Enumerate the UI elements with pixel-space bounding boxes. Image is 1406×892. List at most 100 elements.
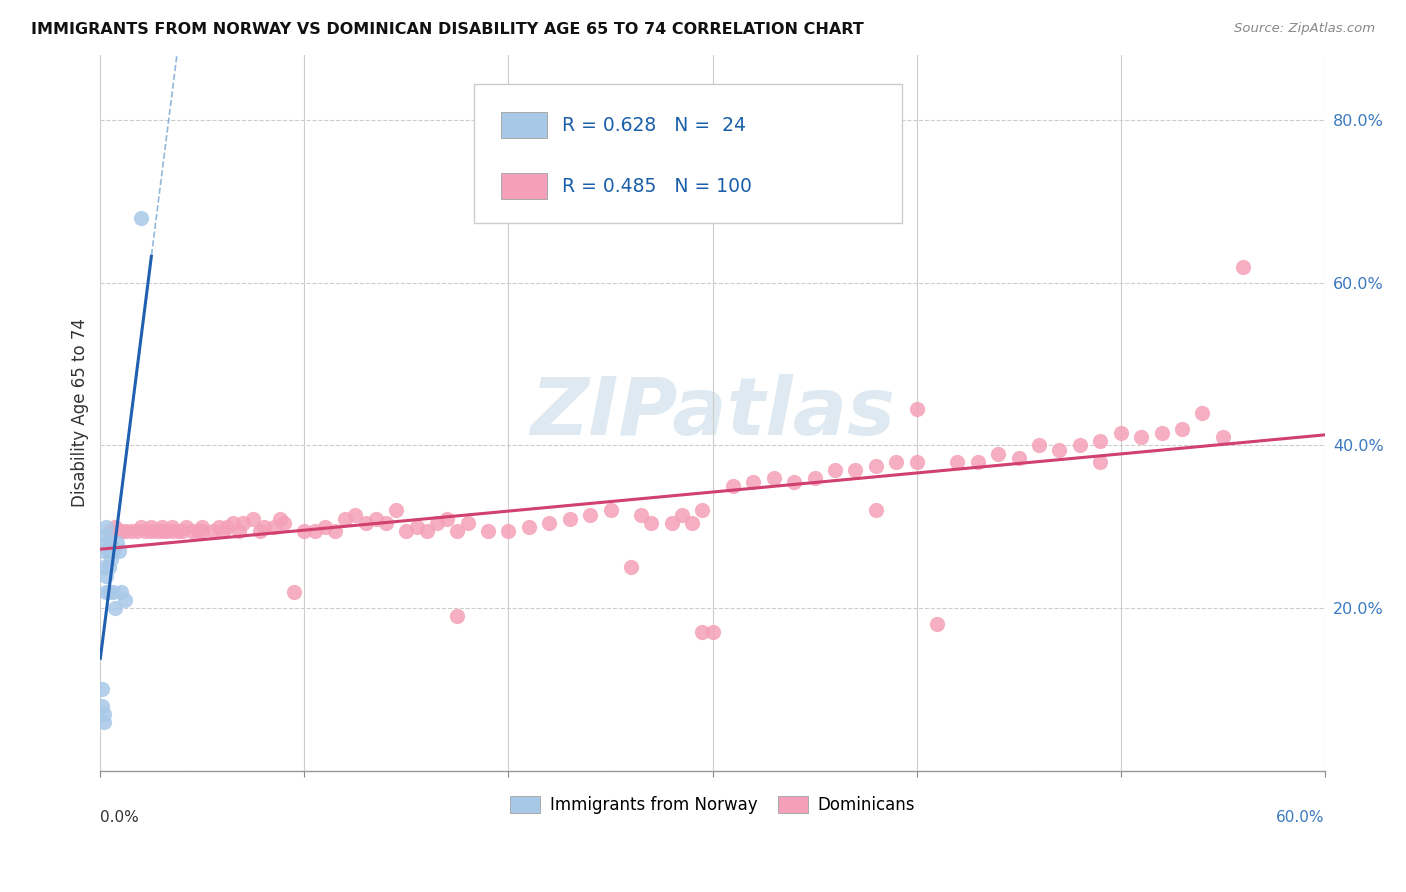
Point bbox=[966, 455, 988, 469]
Point bbox=[692, 625, 714, 640]
Point bbox=[110, 584, 132, 599]
Point bbox=[96, 584, 118, 599]
Point bbox=[692, 503, 714, 517]
Point bbox=[114, 524, 136, 538]
Point bbox=[101, 584, 124, 599]
Point bbox=[538, 516, 561, 530]
Point bbox=[93, 560, 115, 574]
Point bbox=[304, 524, 326, 538]
Point bbox=[96, 536, 118, 550]
Point bbox=[263, 520, 285, 534]
Text: 60.0%: 60.0% bbox=[1277, 810, 1324, 825]
Point bbox=[104, 520, 127, 534]
Point bbox=[517, 520, 540, 534]
Point bbox=[905, 401, 928, 416]
Point bbox=[125, 524, 148, 538]
Point bbox=[1191, 406, 1213, 420]
Text: 0.0%: 0.0% bbox=[100, 810, 139, 825]
Point bbox=[100, 552, 122, 566]
Text: Source: ZipAtlas.com: Source: ZipAtlas.com bbox=[1234, 22, 1375, 36]
Point bbox=[141, 520, 163, 534]
Point bbox=[208, 520, 231, 534]
Point bbox=[905, 455, 928, 469]
Point bbox=[1090, 455, 1112, 469]
Point bbox=[702, 625, 724, 640]
Point bbox=[721, 479, 744, 493]
Point bbox=[160, 520, 183, 534]
Point bbox=[987, 446, 1010, 460]
Point bbox=[150, 520, 173, 534]
Text: IMMIGRANTS FROM NORWAY VS DOMINICAN DISABILITY AGE 65 TO 74 CORRELATION CHART: IMMIGRANTS FROM NORWAY VS DOMINICAN DISA… bbox=[31, 22, 863, 37]
Point bbox=[97, 544, 120, 558]
Point bbox=[170, 524, 193, 538]
Point bbox=[477, 524, 499, 538]
Point bbox=[1150, 426, 1173, 441]
Text: ZIPatlas: ZIPatlas bbox=[530, 374, 896, 452]
Point bbox=[222, 516, 245, 530]
Point bbox=[620, 560, 643, 574]
Point bbox=[457, 516, 479, 530]
Point bbox=[579, 508, 602, 522]
Point bbox=[273, 516, 295, 530]
Point bbox=[269, 511, 291, 525]
Point bbox=[93, 544, 115, 558]
Point bbox=[1049, 442, 1071, 457]
Point bbox=[426, 516, 449, 530]
Point bbox=[100, 524, 122, 538]
Point bbox=[385, 503, 408, 517]
Point bbox=[120, 524, 142, 538]
Point bbox=[252, 520, 274, 534]
Point bbox=[249, 524, 271, 538]
Point bbox=[498, 524, 520, 538]
Point bbox=[114, 593, 136, 607]
Point bbox=[946, 455, 969, 469]
Point bbox=[167, 524, 190, 538]
Point bbox=[416, 524, 439, 538]
Point bbox=[344, 508, 367, 522]
Point bbox=[671, 508, 693, 522]
Point bbox=[323, 524, 346, 538]
Point bbox=[155, 524, 177, 538]
Point bbox=[101, 544, 124, 558]
Point bbox=[661, 516, 683, 530]
Point bbox=[105, 536, 128, 550]
Point bbox=[395, 524, 418, 538]
Point bbox=[191, 520, 214, 534]
Point bbox=[107, 544, 129, 558]
Point bbox=[335, 511, 357, 525]
Point bbox=[93, 714, 115, 729]
Point bbox=[93, 706, 115, 721]
Point bbox=[599, 503, 621, 517]
Point bbox=[91, 698, 114, 713]
Point bbox=[314, 520, 336, 534]
Point bbox=[1028, 438, 1050, 452]
Point bbox=[232, 516, 254, 530]
Point bbox=[97, 584, 120, 599]
Point bbox=[681, 516, 703, 530]
Point bbox=[375, 516, 398, 530]
Point bbox=[150, 524, 173, 538]
Point bbox=[191, 524, 214, 538]
Point bbox=[446, 609, 468, 624]
Point bbox=[865, 503, 887, 517]
Point bbox=[187, 524, 209, 538]
Point bbox=[91, 682, 114, 697]
Point bbox=[436, 511, 458, 525]
Point bbox=[1232, 260, 1254, 274]
Point bbox=[100, 536, 122, 550]
Point bbox=[283, 584, 305, 599]
FancyBboxPatch shape bbox=[501, 173, 547, 199]
Point bbox=[803, 471, 825, 485]
Point bbox=[925, 617, 948, 632]
Point bbox=[1212, 430, 1234, 444]
Point bbox=[96, 568, 118, 582]
Point bbox=[174, 520, 197, 534]
Point bbox=[141, 524, 163, 538]
FancyBboxPatch shape bbox=[474, 84, 903, 223]
Point bbox=[215, 520, 238, 534]
Point bbox=[146, 524, 169, 538]
Point bbox=[181, 524, 204, 538]
Point bbox=[446, 524, 468, 538]
Point bbox=[1069, 438, 1091, 452]
Point bbox=[630, 508, 652, 522]
